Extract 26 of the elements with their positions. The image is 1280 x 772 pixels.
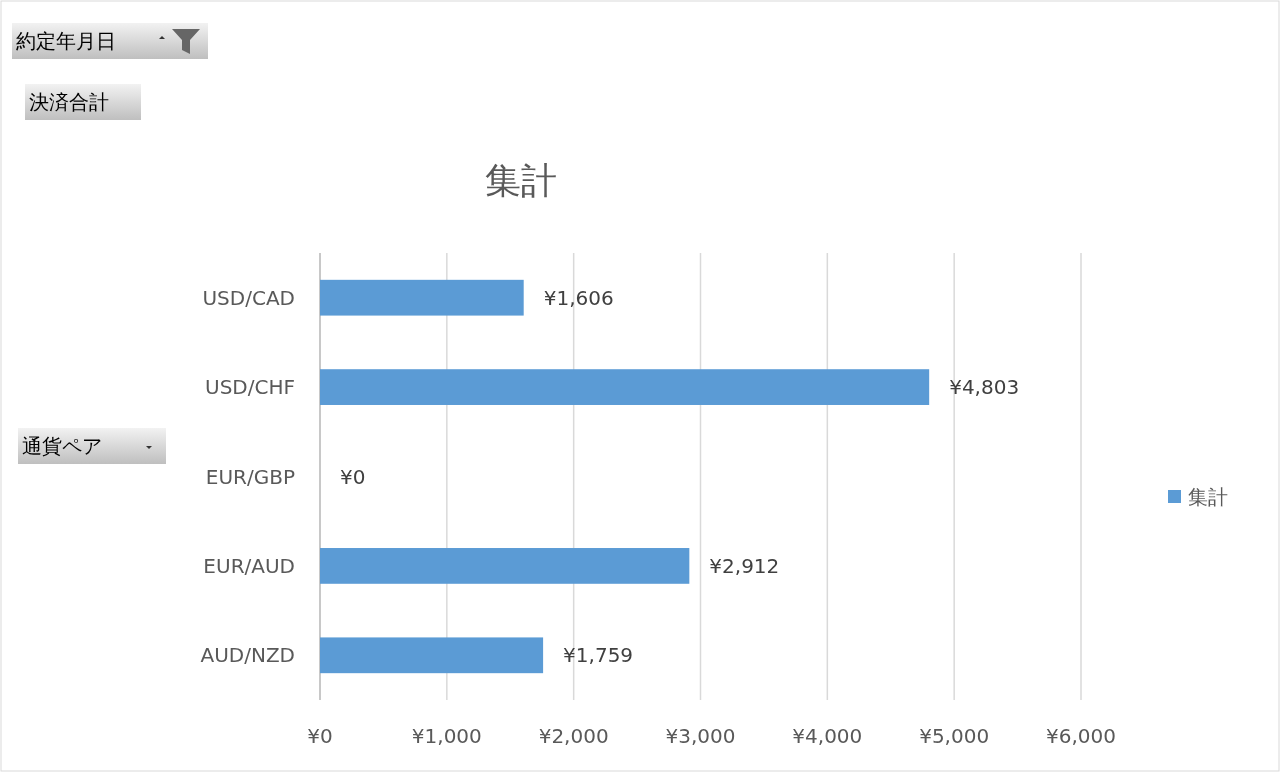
text: 約定年月日	[16, 29, 116, 53]
x-tick-label: ¥5,000	[919, 724, 990, 748]
data-label: ¥2,912	[709, 553, 780, 578]
bar	[320, 369, 930, 405]
data-label: ¥4,803	[949, 375, 1020, 400]
x-tick-label: ¥6,000	[1046, 724, 1116, 748]
bar	[320, 637, 544, 674]
x-tick-label: ¥3,000	[665, 724, 736, 748]
y-tick-label: USD/CAD	[202, 285, 295, 310]
y-tick-label: EUR/AUD	[203, 553, 295, 578]
y-tick-label: EUR/GBP	[205, 464, 295, 489]
legend-label: 集計	[1188, 485, 1228, 509]
text: 決済合計	[29, 90, 109, 114]
chart-title: 集計	[484, 160, 557, 201]
data-label: ¥1,759	[563, 643, 634, 668]
data-label: ¥1,606	[543, 285, 614, 310]
x-tick-label: ¥4,000	[792, 724, 863, 748]
bar	[320, 548, 690, 584]
bar	[320, 279, 524, 316]
x-tick-label: ¥0	[307, 724, 333, 748]
x-tick-label: ¥1,000	[411, 724, 482, 748]
y-tick-label: AUD/NZD	[200, 643, 295, 668]
data-label: ¥0	[340, 464, 366, 489]
text: 通貨ペア	[22, 434, 102, 458]
x-tick-label: ¥2,000	[538, 724, 609, 748]
y-tick-label: USD/CHF	[205, 375, 295, 400]
